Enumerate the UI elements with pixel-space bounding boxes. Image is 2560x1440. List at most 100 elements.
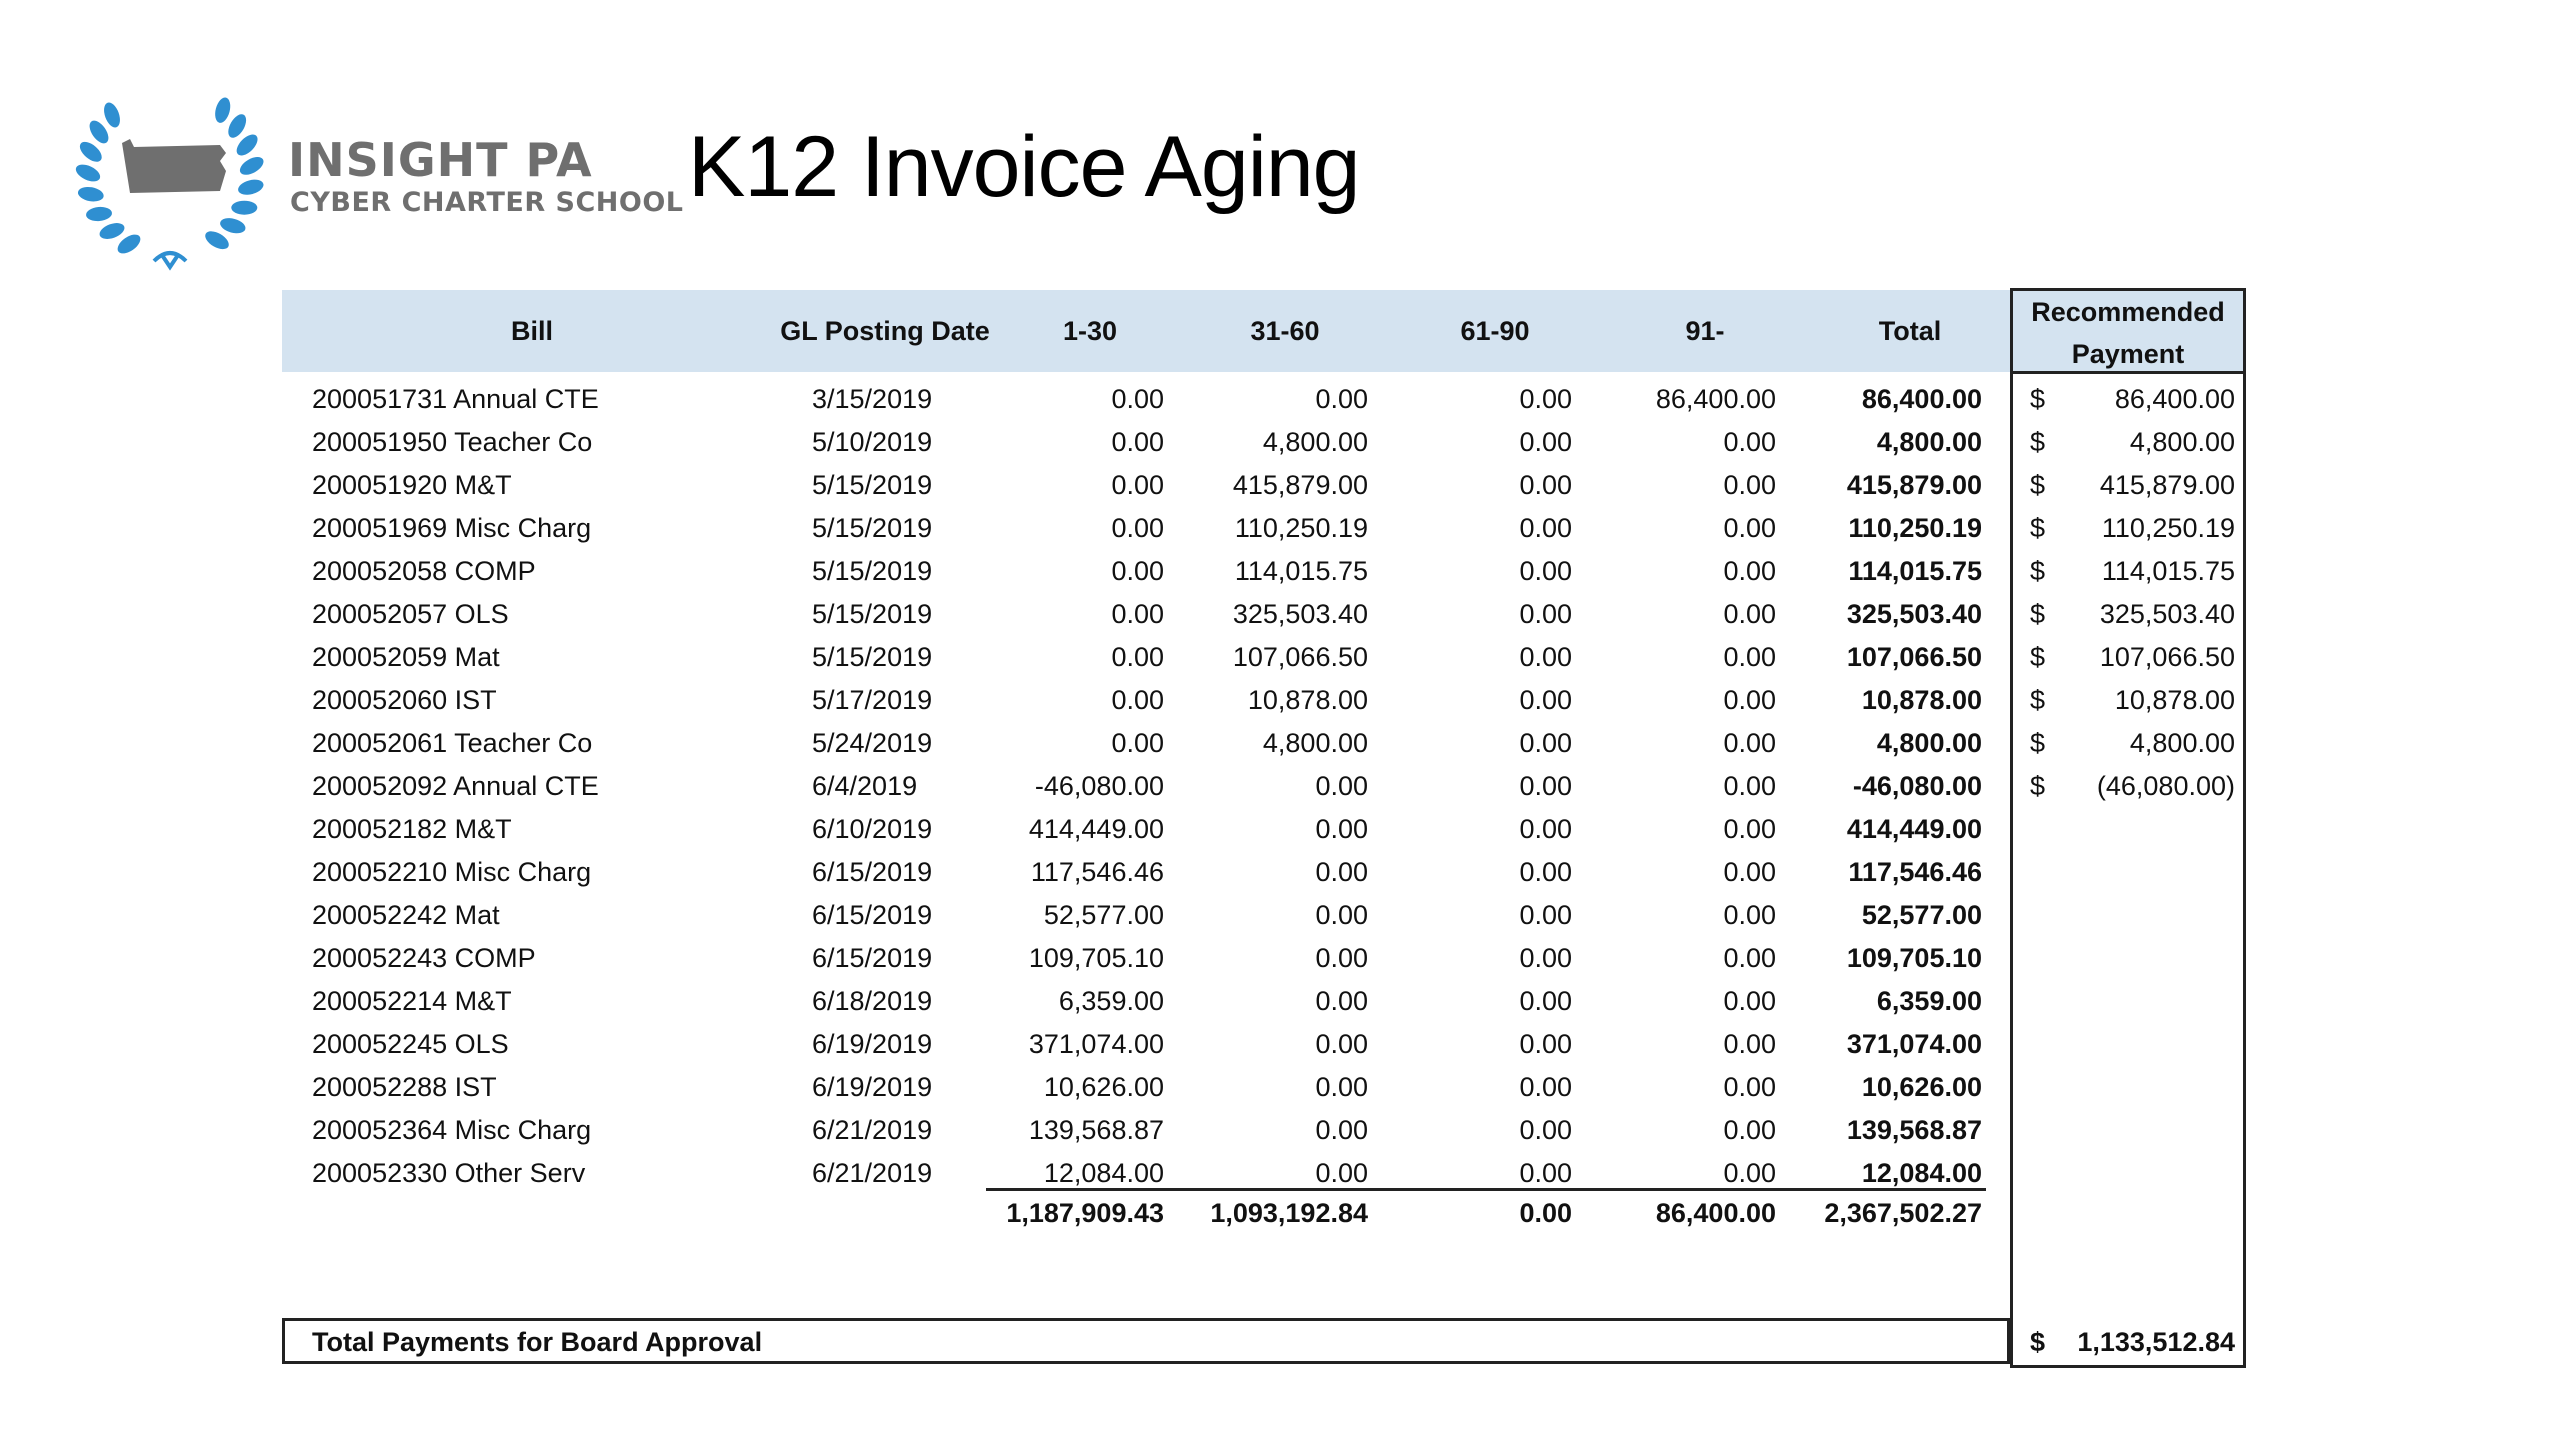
table-row: 200051731 Annual CTE 3/15/2019 0.00 0.00 0.0…: [0, 378, 2560, 421]
header-91: 91-: [1685, 316, 1725, 346]
row-total-cell: 4,800.00: [1876, 427, 1982, 457]
amount-31-60-cell: 0.00: [1315, 900, 1368, 930]
amount-61-90-cell: 0.00: [1519, 1072, 1572, 1102]
amount-91-cell: 0.00: [1723, 857, 1776, 887]
amount-61-90-cell: 0.00: [1519, 771, 1572, 801]
row-total-cell: 325,503.40: [1846, 599, 1982, 629]
laurel-leaf-icon: [104, 102, 120, 128]
row-total-cell: 4,800.00: [1876, 728, 1982, 758]
row-total-cell: 12,084.00: [1861, 1158, 1982, 1188]
table-row: 200051969 Misc Charg 5/15/2019 0.00 110,250…: [0, 507, 2560, 550]
header-1-30: 1-30: [1062, 316, 1118, 346]
laurel-leaf-icon: [89, 120, 109, 144]
totals-row: 1,187,909.43 1,093,192.84 0.00 86,400.00…: [0, 1192, 2560, 1235]
laurel-leaf-icon: [238, 179, 264, 195]
posting-date-cell: 5/15/2019: [812, 599, 933, 629]
total-61-90: 0.00: [1519, 1198, 1572, 1228]
amount-91-cell: 0.00: [1723, 943, 1776, 973]
table-row: 200052058 COMP 5/15/2019 0.00 114,015.75 0.0…: [0, 550, 2560, 593]
posting-date-cell: 6/15/2019: [812, 900, 933, 930]
amount-61-90-cell: 0.00: [1519, 427, 1572, 457]
bill-cell: 200052059 Mat: [312, 642, 500, 672]
posting-date-cell: 6/21/2019: [812, 1115, 933, 1145]
recommended-amount-cell: 10,878.00: [2114, 685, 2235, 715]
amount-31-60-cell: 0.00: [1315, 814, 1368, 844]
recommended-amount-cell: 4,800.00: [2129, 427, 2235, 457]
recommended-dollar-cell: $: [2030, 771, 2046, 801]
bill-cell: 200052330 Other Serv: [312, 1158, 586, 1188]
amount-1-30-cell: 10,626.00: [1043, 1072, 1164, 1102]
amount-91-cell: 0.00: [1723, 642, 1776, 672]
page-title: K12 Invoice Aging: [688, 119, 1361, 215]
amount-1-30-cell: 0.00: [1111, 427, 1164, 457]
amount-1-30-cell: 0.00: [1111, 556, 1164, 586]
amount-31-60-cell: 0.00: [1315, 1158, 1368, 1188]
row-total-cell: -46,080.00: [1852, 771, 1982, 801]
amount-91-cell: 0.00: [1723, 771, 1776, 801]
row-total-cell: 107,066.50: [1846, 642, 1982, 672]
header-gl-posting-date: GL Posting Date: [780, 316, 990, 346]
logo-subtitle: CYBER CHARTER SCHOOL: [290, 187, 684, 218]
posting-date-cell: 5/24/2019: [812, 728, 933, 758]
table-row: 200052364 Misc Charg 6/21/2019 139,568.87 0…: [0, 1109, 2560, 1152]
row-total-cell: 10,878.00: [1861, 685, 1982, 715]
laurel-leaf-icon: [239, 157, 264, 175]
laurel-leaf-icon: [75, 164, 101, 182]
amount-91-cell: 0.00: [1723, 728, 1776, 758]
amount-1-30-cell: 0.00: [1111, 642, 1164, 672]
amount-31-60-cell: 107,066.50: [1232, 642, 1368, 672]
recommended-amount-cell: 86,400.00: [2114, 384, 2235, 414]
amount-1-30-cell: 6,359.00: [1058, 986, 1164, 1016]
bill-cell: 200052288 IST: [312, 1072, 497, 1102]
posting-date-cell: 5/10/2019: [812, 427, 933, 457]
laurel-leaf-icon: [79, 141, 102, 162]
amount-31-60-cell: 10,878.00: [1247, 685, 1368, 715]
table-row: 200052060 IST 5/17/2019 0.00 10,878.00 0.00 0…: [0, 679, 2560, 722]
recommended-dollar-cell: $: [2030, 384, 2046, 414]
amount-1-30-cell: 0.00: [1111, 599, 1164, 629]
amount-1-30-cell: 0.00: [1111, 728, 1164, 758]
recommended-dollar-cell: $: [2030, 427, 2046, 457]
amount-91-cell: 0.00: [1723, 556, 1776, 586]
row-total-cell: 415,879.00: [1846, 470, 1982, 500]
amount-1-30-cell: 12,084.00: [1043, 1158, 1164, 1188]
amount-91-cell: 0.00: [1723, 1029, 1776, 1059]
amount-91-cell: 0.00: [1723, 814, 1776, 844]
recommended-amount-cell: 107,066.50: [2099, 642, 2235, 672]
amount-1-30-cell: 52,577.00: [1043, 900, 1164, 930]
laurel-leaf-icon: [231, 200, 258, 215]
amount-31-60-cell: 0.00: [1315, 1115, 1368, 1145]
table-row: 200052057 OLS 5/15/2019 0.00 325,503.40 0.00…: [0, 593, 2560, 636]
amount-1-30-cell: 0.00: [1111, 470, 1164, 500]
bill-cell: 200051731 Annual CTE: [312, 384, 599, 414]
header-recommended-payment: Recommended Payment: [2010, 288, 2246, 374]
laurel-leaf-icon: [205, 231, 229, 250]
table-row: 200052243 COMP 6/15/2019 109,705.10 0.00 0.0…: [0, 937, 2560, 980]
posting-date-cell: 5/15/2019: [812, 642, 933, 672]
amount-91-cell: 0.00: [1723, 470, 1776, 500]
recommended-dollar-cell: $: [2030, 642, 2046, 672]
amount-91-cell: 86,400.00: [1655, 384, 1776, 414]
row-total-cell: 10,626.00: [1861, 1072, 1982, 1102]
bill-cell: 200052242 Mat: [312, 900, 500, 930]
posting-date-cell: 6/19/2019: [812, 1029, 933, 1059]
totals-rule: [986, 1188, 1986, 1191]
amount-31-60-cell: 0.00: [1315, 857, 1368, 887]
laurel-ribbon-icon: [152, 251, 188, 271]
amount-61-90-cell: 0.00: [1519, 642, 1572, 672]
header-bill: Bill: [510, 316, 553, 346]
amount-61-90-cell: 0.00: [1519, 1158, 1572, 1188]
recommended-amount-cell: 4,800.00: [2129, 728, 2235, 758]
amount-31-60-cell: 110,250.19: [1234, 513, 1368, 543]
amount-31-60-cell: 0.00: [1315, 1029, 1368, 1059]
table-row: 200052288 IST 6/19/2019 10,626.00 0.00 0.00 0…: [0, 1066, 2560, 1109]
laurel-leaf-icon: [220, 218, 246, 234]
recommended-dollar-cell: $: [2030, 556, 2046, 586]
posting-date-cell: 6/4/2019: [812, 771, 918, 801]
posting-date-cell: 5/17/2019: [812, 685, 933, 715]
recommended-amount-cell: [2030, 851, 2235, 894]
posting-date-cell: 6/15/2019: [812, 943, 933, 973]
amount-61-90-cell: 0.00: [1519, 728, 1572, 758]
posting-date-cell: 6/19/2019: [812, 1072, 933, 1102]
recommended-dollar-cell: $: [2030, 728, 2046, 758]
